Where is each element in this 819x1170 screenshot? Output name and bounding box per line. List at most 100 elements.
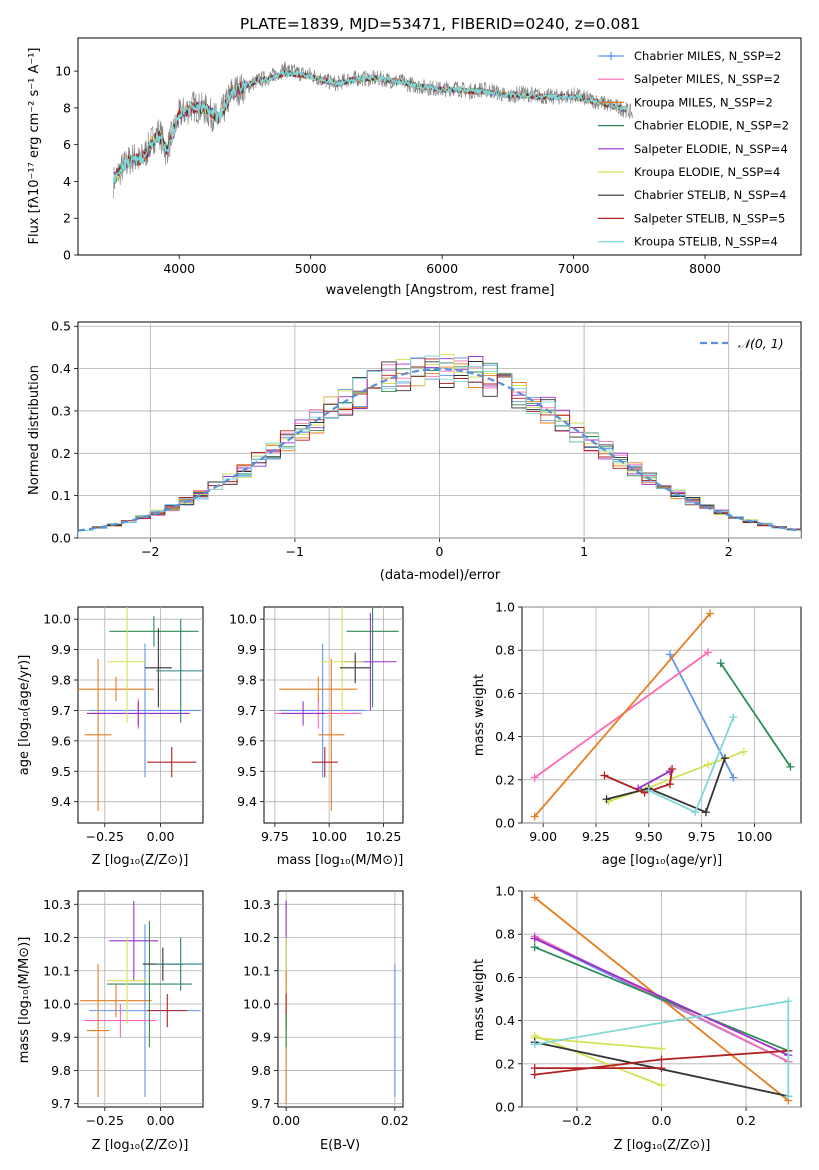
weight-series-line bbox=[534, 946, 789, 1052]
legend-label: Salpeter STELIB, N_SSP=5 bbox=[634, 211, 785, 225]
x-tick-label: −0.25 bbox=[86, 829, 124, 844]
weight-series-line bbox=[534, 612, 711, 818]
x-tick-label: 2 bbox=[725, 544, 733, 559]
y-tick-label: 10.0 bbox=[43, 996, 71, 1011]
spectrum-lines bbox=[112, 61, 633, 199]
x-tick-label: 10.00 bbox=[311, 829, 347, 844]
y-tick-label: 10.1 bbox=[243, 963, 271, 978]
legend-label: Chabrier STELIB, N_SSP=4 bbox=[634, 188, 786, 202]
y-tick-label: 10.3 bbox=[243, 897, 271, 912]
y-tick-label: 10.1 bbox=[43, 963, 71, 978]
weight-vs-age-plot: 9.00 9.25 9.50 9.75 10.00 0.0 0.2 0.4 0.6 0.8 1.0 bbox=[495, 600, 801, 844]
x-tick-label: 0.00 bbox=[272, 1113, 300, 1128]
y-tick-label: 10.2 bbox=[243, 930, 271, 945]
weight-vs-age-axes bbox=[521, 606, 802, 824]
legend-label: Kroupa ELODIE, N_SSP=4 bbox=[634, 165, 780, 179]
x-tick-label: 9.00 bbox=[529, 829, 557, 844]
mass-vs-ebv-panel: 0.00 0.02 9.7 9.8 9.9 10.0 10.1 10.2 10.3 E(B-V) bbox=[243, 890, 409, 1153]
error-bars bbox=[78, 607, 203, 811]
weight-series-line bbox=[669, 654, 735, 779]
y-tick-label: 0.6 bbox=[495, 686, 515, 701]
x-tick-label: 0.00 bbox=[147, 1113, 175, 1128]
y-tick-label: 9.9 bbox=[237, 642, 257, 657]
x-tick-label: 10.00 bbox=[737, 829, 773, 844]
legend-label: Kroupa MILES, N_SSP=2 bbox=[634, 95, 773, 109]
spectrum-xlabel: wavelength [Angstrom, rest frame] bbox=[326, 283, 555, 298]
y-tick-label: 9.9 bbox=[51, 642, 71, 657]
weight-series-line bbox=[534, 937, 789, 1057]
y-tick-label: 9.5 bbox=[237, 764, 257, 779]
age-vs-mass-xlabel: mass [log₁₀(M/M⊙)] bbox=[277, 853, 404, 868]
y-tick-label: 0.2 bbox=[495, 772, 515, 787]
y-tick-label: 2 bbox=[63, 211, 71, 226]
legend-label: Kroupa STELIB, N_SSP=4 bbox=[634, 235, 778, 249]
y-tick-label: 9.7 bbox=[51, 1096, 71, 1111]
weight-vs-z-ylabel: mass weight bbox=[472, 959, 487, 1041]
age-vs-z-ylabel: age [log₁₀(age/yr)] bbox=[17, 655, 32, 776]
y-tick-label: 10.0 bbox=[229, 612, 257, 627]
weight-series-line bbox=[534, 1037, 662, 1050]
x-tick-label: −0.2 bbox=[562, 1113, 592, 1128]
mass-vs-ebv-axes bbox=[277, 890, 404, 1108]
legend-label: Salpeter ELODIE, N_SSP=4 bbox=[634, 142, 788, 156]
histogram-series bbox=[78, 355, 801, 538]
weight-series-line bbox=[637, 770, 671, 790]
age-vs-mass-plot: 9.75 10.00 10.25 9.4 9.5 9.6 9.7 9.8 9.9 10.0 bbox=[229, 607, 403, 844]
x-tick-label: 7000 bbox=[558, 261, 590, 276]
model-curve bbox=[113, 70, 627, 187]
y-tick-label: 0.1 bbox=[51, 488, 71, 503]
x-tick-label: 6000 bbox=[426, 261, 458, 276]
spectrum-panel: PLATE=1839, MJD=53471, FIBERID=0240, z=0… bbox=[27, 15, 802, 298]
x-tick-label: 9.75 bbox=[688, 829, 716, 844]
weight-series-line bbox=[534, 1034, 662, 1087]
y-tick-label: 0.2 bbox=[495, 1056, 515, 1071]
spectrum-ylabel: Flux [fλ10⁻¹⁷ erg cm⁻² s⁻¹ A⁻¹] bbox=[27, 48, 42, 245]
weight-vs-age-xlabel: age [log₁₀(age/yr)] bbox=[602, 853, 723, 868]
weight-series-line bbox=[719, 662, 792, 768]
y-tick-label: 0.8 bbox=[495, 643, 515, 658]
mass-vs-z-axes bbox=[77, 890, 204, 1108]
y-tick-label: 10.3 bbox=[43, 897, 71, 912]
legend-label: 𝒩(0, 1) bbox=[738, 336, 784, 351]
y-tick-label: 0.4 bbox=[495, 729, 515, 744]
weight-series-line bbox=[648, 716, 735, 814]
error-bars bbox=[274, 607, 399, 811]
x-tick-label: 1 bbox=[580, 544, 588, 559]
x-tick-label: 4000 bbox=[163, 261, 195, 276]
y-tick-label: 9.9 bbox=[251, 1030, 271, 1045]
model-curve bbox=[113, 70, 627, 187]
y-tick-label: 0.6 bbox=[495, 970, 515, 985]
mass-vs-z-ylabel: mass [log₁₀(M/M⊙)] bbox=[17, 937, 32, 1064]
observed-spectrum bbox=[113, 61, 633, 199]
x-tick-label: 0.02 bbox=[381, 1113, 409, 1128]
y-tick-label: 9.6 bbox=[237, 733, 257, 748]
y-tick-label: 9.4 bbox=[51, 794, 71, 809]
x-tick-label: 5000 bbox=[295, 261, 327, 276]
legend-label: Chabrier MILES, N_SSP=2 bbox=[634, 49, 781, 63]
y-tick-label: 0.2 bbox=[51, 446, 71, 461]
y-tick-label: 0.3 bbox=[51, 403, 71, 418]
age-vs-z-axes bbox=[77, 606, 204, 824]
mass-vs-z-xlabel: Z [log₁₀(Z/Z⊙)] bbox=[92, 1138, 189, 1153]
y-tick-label: 0.5 bbox=[51, 319, 71, 334]
x-tick-label: 10.25 bbox=[366, 829, 402, 844]
y-tick-label: 6 bbox=[63, 137, 71, 152]
mass-vs-z-plot: −0.25 0.00 9.7 9.8 9.9 10.0 10.1 10.2 10.3 bbox=[43, 891, 203, 1128]
y-tick-label: 0.4 bbox=[495, 1013, 515, 1028]
residual-xlabel: (data-model)/error bbox=[380, 568, 501, 583]
model-curve bbox=[113, 70, 627, 187]
x-tick-label: 0.2 bbox=[736, 1113, 756, 1128]
x-tick-label: 0.00 bbox=[147, 829, 175, 844]
x-tick-label: 0 bbox=[436, 544, 444, 559]
y-tick-label: 9.8 bbox=[251, 1063, 271, 1078]
weight-vs-z-xlabel: Z [log₁₀(Z/Z⊙)] bbox=[614, 1138, 711, 1153]
y-tick-label: 0.0 bbox=[51, 531, 71, 546]
age-vs-z-xlabel: Z [log₁₀(Z/Z⊙)] bbox=[92, 853, 189, 868]
histogram-steps bbox=[78, 354, 801, 538]
normal-reference-curve bbox=[78, 367, 801, 532]
y-tick-label: 9.6 bbox=[51, 733, 71, 748]
y-tick-label: 9.7 bbox=[51, 703, 71, 718]
weight-vs-z-plot: −0.2 0.0 0.2 0.0 0.2 0.4 0.6 0.8 1.0 bbox=[495, 884, 801, 1128]
model-curve bbox=[113, 70, 627, 187]
x-tick-label: −1 bbox=[286, 544, 304, 559]
